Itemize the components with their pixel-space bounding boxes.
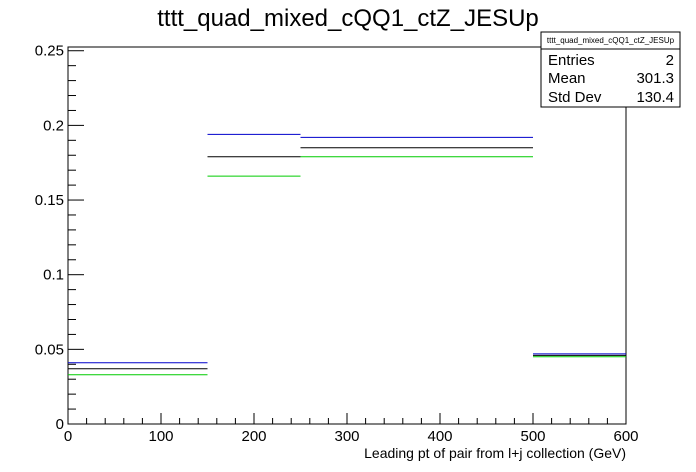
stats-box-title: tttt_quad_mixed_cQQ1_ctZ_JESUp bbox=[547, 36, 675, 45]
chart-title: tttt_quad_mixed_cQQ1_ctZ_JESUp bbox=[157, 5, 539, 32]
y-axis: 0 0.05 0.1 0.15 0.2 0.25 bbox=[35, 43, 84, 433]
x-tick-label: 300 bbox=[334, 428, 359, 445]
stats-stddev-label: Std Dev bbox=[548, 89, 602, 106]
stats-entries-value: 2 bbox=[666, 52, 674, 69]
y-tick-label: 0.2 bbox=[43, 117, 64, 134]
x-tick-label: 0 bbox=[64, 428, 72, 445]
x-axis-label: Leading pt of pair from l+j collection (… bbox=[364, 445, 626, 461]
stats-box-frame bbox=[540, 31, 681, 108]
x-axis: 0 100 200 300 400 500 600 bbox=[64, 413, 639, 445]
stats-box: tttt_quad_mixed_cQQ1_ctZ_JESUp Entries 2… bbox=[540, 31, 681, 108]
y-tick-label: 0 bbox=[56, 416, 64, 433]
y-tick-label: 0.05 bbox=[35, 341, 64, 358]
x-tick-label: 500 bbox=[520, 428, 545, 445]
x-tick-label: 400 bbox=[427, 428, 452, 445]
stats-entries-label: Entries bbox=[548, 52, 595, 69]
y-tick-label: 0.1 bbox=[43, 267, 64, 284]
y-tick-label: 0.15 bbox=[35, 192, 64, 209]
histogram-series-2 bbox=[68, 156, 626, 376]
stats-mean-label: Mean bbox=[548, 70, 586, 87]
histogram-series-1 bbox=[68, 147, 626, 370]
y-tick-label: 0.25 bbox=[35, 43, 64, 60]
stats-mean-value: 301.3 bbox=[636, 70, 674, 87]
x-tick-label: 200 bbox=[241, 428, 266, 445]
x-tick-label: 100 bbox=[148, 428, 173, 445]
stats-stddev-value: 130.4 bbox=[636, 89, 674, 106]
histogram-series-layer bbox=[68, 133, 626, 376]
histogram-series-0 bbox=[68, 133, 626, 364]
x-tick-label: 600 bbox=[613, 428, 638, 445]
